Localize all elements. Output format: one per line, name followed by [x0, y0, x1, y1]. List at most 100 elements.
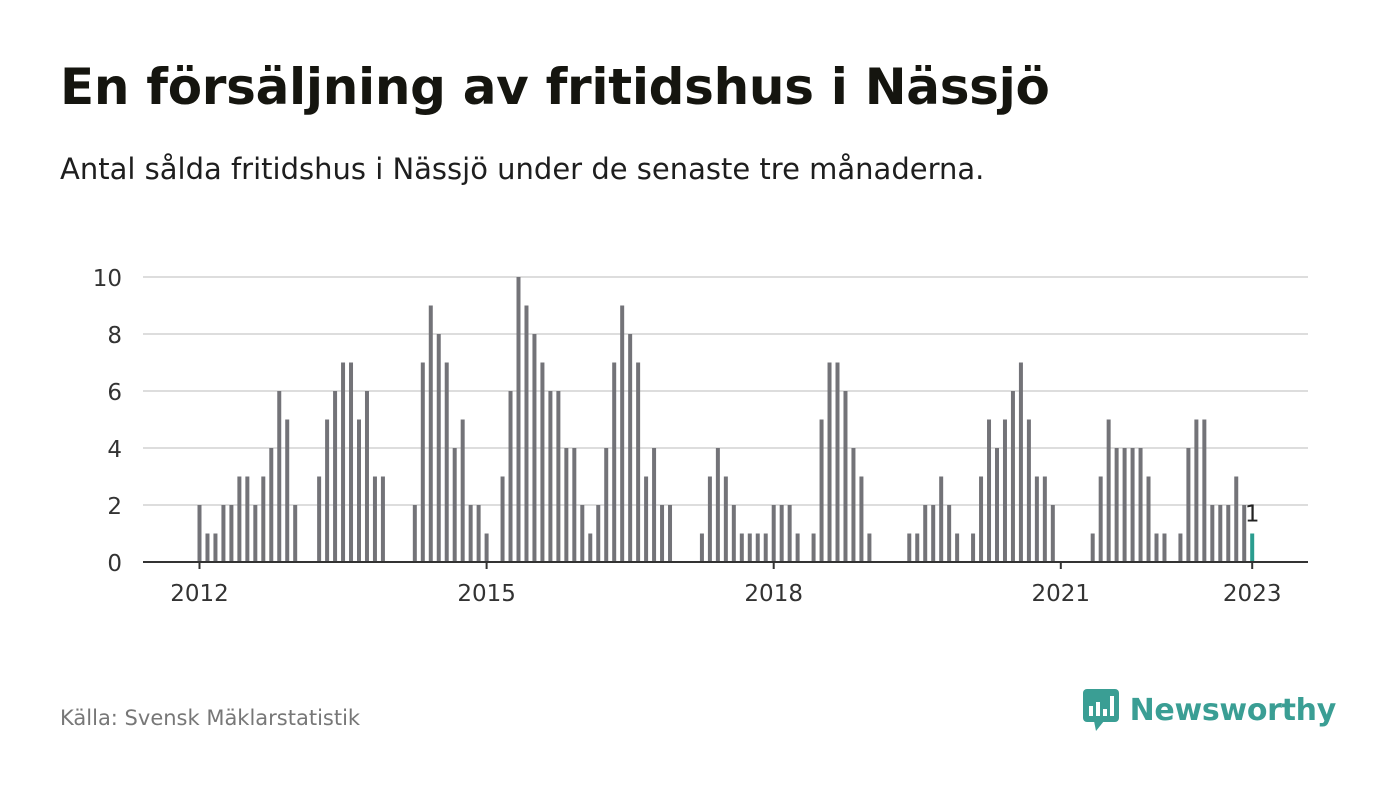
bar — [1186, 448, 1191, 562]
bar — [787, 505, 792, 562]
bar — [293, 505, 298, 562]
bar — [979, 476, 984, 562]
bar — [269, 448, 274, 562]
bar — [452, 448, 457, 562]
bar — [843, 391, 848, 562]
bar — [1130, 448, 1135, 562]
bar — [1114, 448, 1119, 562]
bar — [229, 505, 234, 562]
bar — [707, 476, 712, 562]
bar — [420, 362, 425, 562]
bar — [931, 505, 936, 562]
bar — [460, 419, 465, 562]
bar — [763, 533, 768, 562]
y-tick-label: 8 — [107, 323, 122, 349]
bar — [947, 505, 952, 562]
bar — [1106, 419, 1111, 562]
bar — [644, 476, 649, 562]
bar — [1226, 505, 1231, 562]
bar — [341, 362, 346, 562]
bar — [636, 362, 641, 562]
bar — [253, 505, 258, 562]
bar — [548, 391, 553, 562]
bar — [723, 476, 728, 562]
bar — [412, 505, 417, 562]
bar — [588, 533, 593, 562]
bar — [1138, 448, 1143, 562]
bar — [508, 391, 513, 562]
bar — [221, 505, 226, 562]
bar — [907, 533, 912, 562]
bar — [261, 476, 266, 562]
bar — [1090, 533, 1095, 562]
bar — [333, 391, 338, 562]
chart-title: En försäljning av fritidshus i Nässjö — [60, 58, 1050, 116]
bar — [795, 533, 800, 562]
brand-logo[interactable]: Newsworthy — [1082, 688, 1336, 732]
bar — [596, 505, 601, 562]
bar — [213, 533, 218, 562]
bar — [1234, 476, 1239, 562]
bar — [428, 305, 433, 562]
bar — [660, 505, 665, 562]
bar — [1178, 533, 1183, 562]
bar — [1202, 419, 1207, 562]
bar — [827, 362, 832, 562]
bar — [500, 476, 505, 562]
x-axis — [143, 561, 1308, 569]
brand-name: Newsworthy — [1129, 692, 1337, 728]
bar-chart: 0 2 4 6 8 10 2012 2015 2018 2021 2023 1 — [93, 266, 1308, 607]
bar — [1218, 505, 1223, 562]
bar — [444, 362, 449, 562]
bar — [699, 533, 704, 562]
bar — [1034, 476, 1039, 562]
bar — [1002, 419, 1007, 562]
bar — [612, 362, 617, 562]
bar — [604, 448, 609, 562]
bar — [1194, 419, 1199, 562]
bar — [524, 305, 529, 562]
bar — [1154, 533, 1159, 562]
bar — [572, 448, 577, 562]
bar — [668, 505, 673, 562]
bar — [955, 533, 960, 562]
bar — [277, 391, 282, 562]
bar — [1162, 533, 1167, 562]
bar — [1210, 505, 1215, 562]
bar — [628, 334, 633, 562]
bar-latest — [1250, 533, 1255, 562]
bar — [915, 533, 920, 562]
bar — [779, 505, 784, 562]
bar — [1026, 419, 1031, 562]
bar — [747, 533, 752, 562]
y-tick-label: 0 — [107, 551, 122, 577]
bar — [755, 533, 760, 562]
bar — [245, 476, 250, 562]
y-tick-labels: 0 2 4 6 8 10 — [93, 266, 122, 577]
bar — [1146, 476, 1151, 562]
last-value-label: 1 — [1245, 502, 1260, 528]
bar — [1018, 362, 1023, 562]
chart-subtitle: Antal sålda fritidshus i Nässjö under de… — [60, 152, 985, 186]
bar — [532, 334, 537, 562]
bar — [771, 505, 776, 562]
bar — [484, 533, 489, 562]
bar — [205, 533, 210, 562]
bar — [995, 448, 999, 562]
bar — [285, 419, 290, 562]
bar — [540, 362, 545, 562]
source-text: Källa: Svensk Mäklarstatistik — [60, 706, 361, 730]
bar — [652, 448, 657, 562]
y-tick-label: 6 — [107, 380, 122, 406]
bar — [835, 362, 840, 562]
bar — [620, 305, 625, 562]
bar — [859, 476, 864, 562]
x-tick-label: 2023 — [1223, 581, 1282, 607]
y-tick-label: 10 — [93, 266, 122, 292]
bar — [349, 362, 354, 562]
bar — [1098, 476, 1103, 562]
bar — [436, 334, 441, 562]
x-tick-labels: 2012 2015 2018 2021 2023 — [170, 581, 1281, 607]
bar — [364, 391, 369, 562]
bar — [468, 505, 473, 562]
